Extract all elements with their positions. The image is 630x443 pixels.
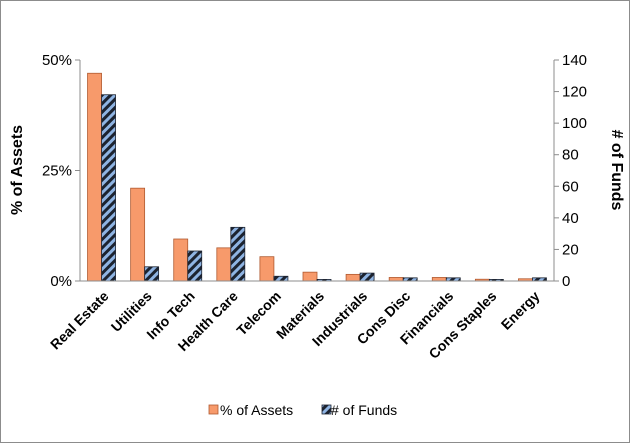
right-tick-label: 0 xyxy=(562,273,570,290)
bar-funds xyxy=(230,226,246,282)
category-label: Real Estate xyxy=(47,288,112,353)
legend-swatch-assets xyxy=(208,404,219,415)
right-axis-title: # of Funds xyxy=(608,130,625,211)
bar-assets xyxy=(345,273,361,282)
right-axis-ticks: 0 20 40 60 80 100 120 140 xyxy=(554,52,587,290)
bar-assets xyxy=(388,277,404,282)
right-tick-label: 100 xyxy=(562,115,587,132)
bar-assets xyxy=(302,271,318,282)
right-tick-label: 140 xyxy=(562,52,587,69)
legend-swatch-funds xyxy=(321,404,332,415)
legend-label-funds: # of Funds xyxy=(331,402,397,418)
right-tick-label: 60 xyxy=(562,178,579,195)
right-tick-label: 40 xyxy=(562,210,579,227)
bar-funds xyxy=(101,94,116,282)
legend: % of Assets # of Funds xyxy=(208,402,397,418)
right-tick-label: 20 xyxy=(562,241,579,258)
left-tick-label: 0% xyxy=(50,273,72,290)
right-tick-label: 120 xyxy=(562,84,587,101)
left-axis-ticks: 0% 25% 50% xyxy=(42,52,80,290)
bars-group xyxy=(87,72,547,282)
bar-funds xyxy=(273,275,289,282)
right-tick-label: 80 xyxy=(562,147,579,164)
bar-assets xyxy=(431,277,447,282)
bar-assets xyxy=(173,238,189,282)
bar-assets xyxy=(216,247,232,282)
left-tick-label: 25% xyxy=(42,163,72,180)
category-label: Energy xyxy=(498,288,543,333)
left-tick-label: 50% xyxy=(42,52,72,69)
bar-funds xyxy=(144,266,160,282)
left-axis-title: % of Assets xyxy=(9,125,26,215)
bar-assets xyxy=(259,256,275,282)
legend-label-assets: % of Assets xyxy=(220,402,293,418)
bar-assets xyxy=(130,187,146,282)
bar-assets xyxy=(87,72,102,282)
bar-funds xyxy=(359,272,375,282)
bar-funds xyxy=(187,250,203,282)
